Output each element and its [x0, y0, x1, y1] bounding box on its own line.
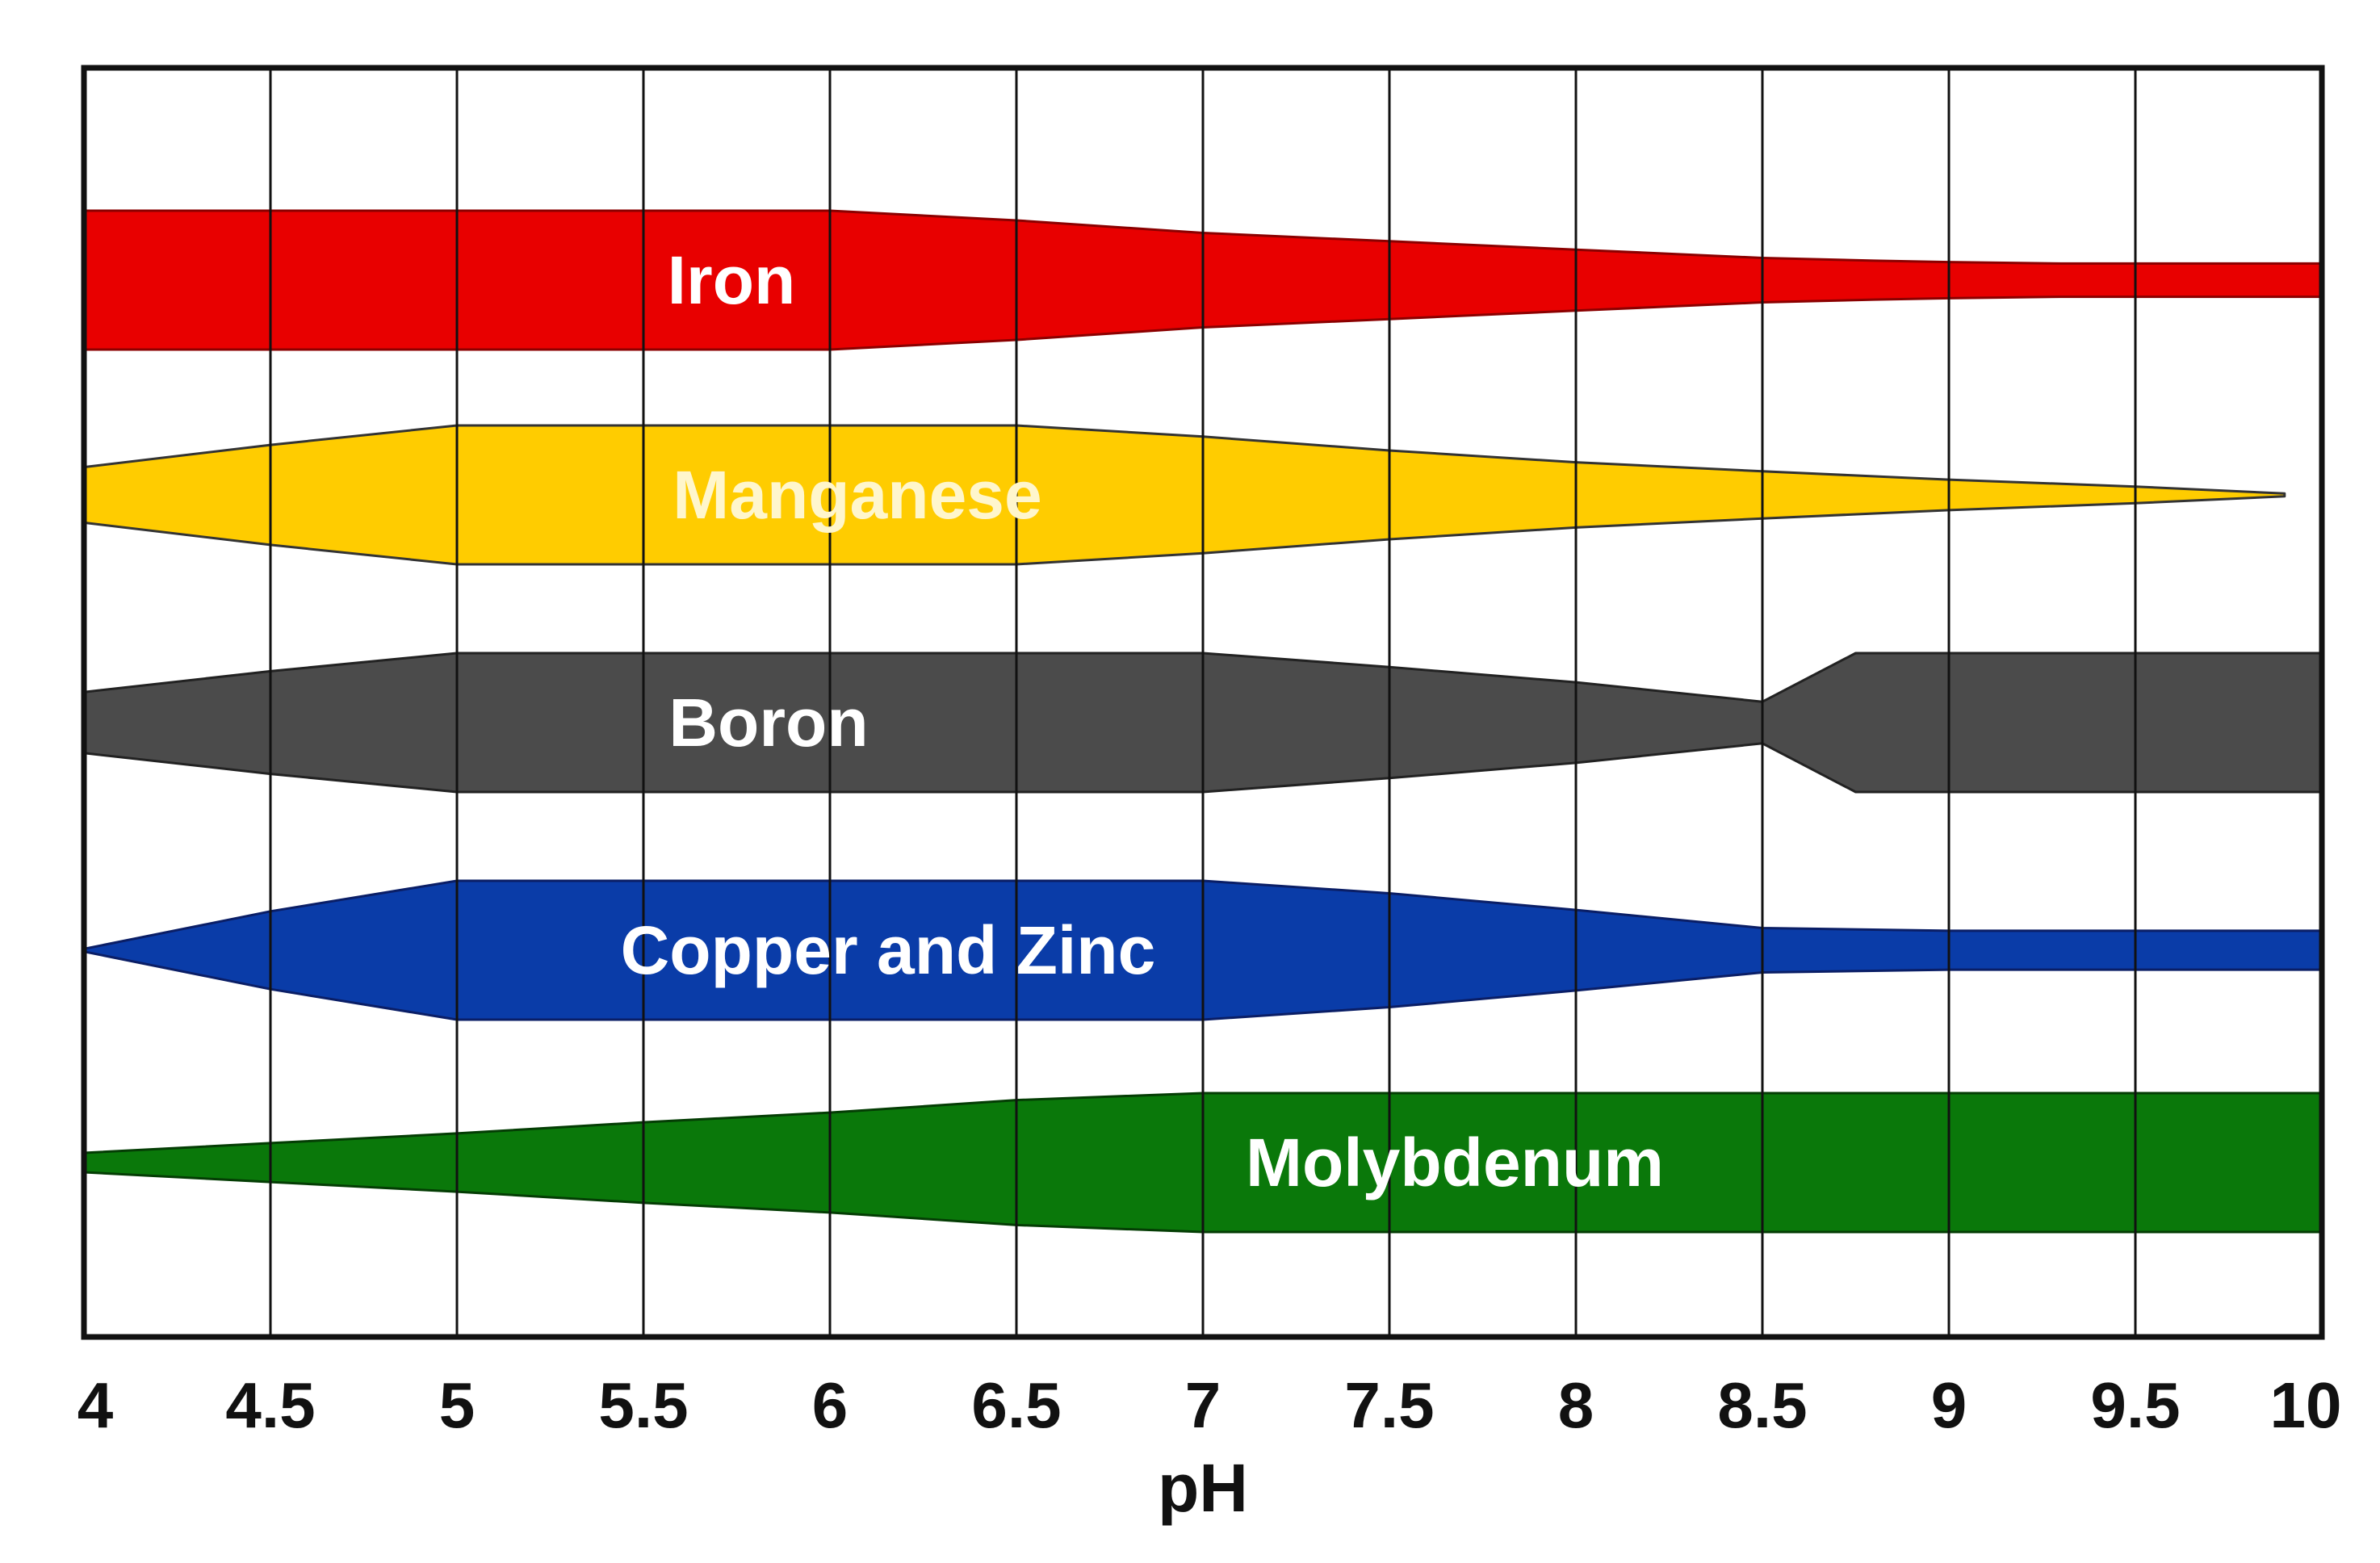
x-tick-label: 8 [1558, 1369, 1594, 1441]
x-axis-title: pH [1158, 1450, 1248, 1526]
x-tick-label: 6.5 [971, 1369, 1061, 1441]
band-label-molybdenum: Molybdenum [1246, 1125, 1664, 1201]
x-tick-label: 4 [78, 1369, 114, 1441]
x-tick-label: 7.5 [1344, 1369, 1434, 1441]
band-label-copper-and-zinc: Copper and Zinc [621, 912, 1156, 988]
plot-frame [81, 65, 2325, 1340]
x-tick-label: 8.5 [1717, 1369, 1807, 1441]
band-label-iron: Iron [668, 242, 796, 318]
grid-layer [269, 68, 2137, 1337]
x-tick-label: 5 [439, 1369, 476, 1441]
band-manganese [82, 424, 2286, 566]
band-labels: Iron Manganese Boron Copper and Zinc Molybde… [621, 242, 1664, 1201]
x-tick-label: 9.5 [2090, 1369, 2180, 1441]
x-tick-label: 5.5 [598, 1369, 688, 1441]
x-tick-label: 7 [1185, 1369, 1221, 1441]
x-axis-ticks: 4 4.5 5 5.5 6 6.5 7 7.5 8 8.5 9 9.5 10 [78, 1369, 2342, 1441]
x-tick-label: 9 [1931, 1369, 1967, 1441]
x-tick-label: 4.5 [225, 1369, 315, 1441]
band-label-boron: Boron [668, 685, 868, 761]
band-label-manganese: Manganese [673, 457, 1042, 533]
x-tick-label: 10 [2270, 1369, 2342, 1441]
x-tick-label: 6 [812, 1369, 849, 1441]
